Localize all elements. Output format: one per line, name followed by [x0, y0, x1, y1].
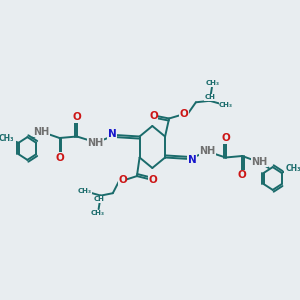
Text: NH: NH: [199, 146, 215, 157]
Text: O: O: [149, 110, 158, 121]
Text: CH₃: CH₃: [91, 210, 105, 216]
Text: O: O: [238, 170, 247, 181]
Text: NH: NH: [88, 137, 104, 148]
Text: O: O: [148, 175, 157, 185]
Text: CH₃: CH₃: [286, 164, 300, 173]
Text: CH: CH: [94, 196, 105, 202]
Text: O: O: [73, 112, 81, 122]
Text: O: O: [118, 175, 127, 185]
Text: N: N: [108, 129, 117, 140]
Text: O: O: [221, 133, 230, 143]
Text: NH: NH: [34, 127, 50, 137]
Text: CH₃: CH₃: [0, 134, 14, 143]
Text: CH₃: CH₃: [219, 102, 233, 108]
Text: NH: NH: [251, 157, 268, 167]
Text: O: O: [180, 109, 189, 119]
Text: N: N: [188, 154, 197, 165]
Text: O: O: [55, 152, 64, 163]
Text: CH: CH: [204, 94, 215, 100]
Text: CH₃: CH₃: [78, 188, 92, 194]
Text: CH₃: CH₃: [206, 80, 220, 86]
